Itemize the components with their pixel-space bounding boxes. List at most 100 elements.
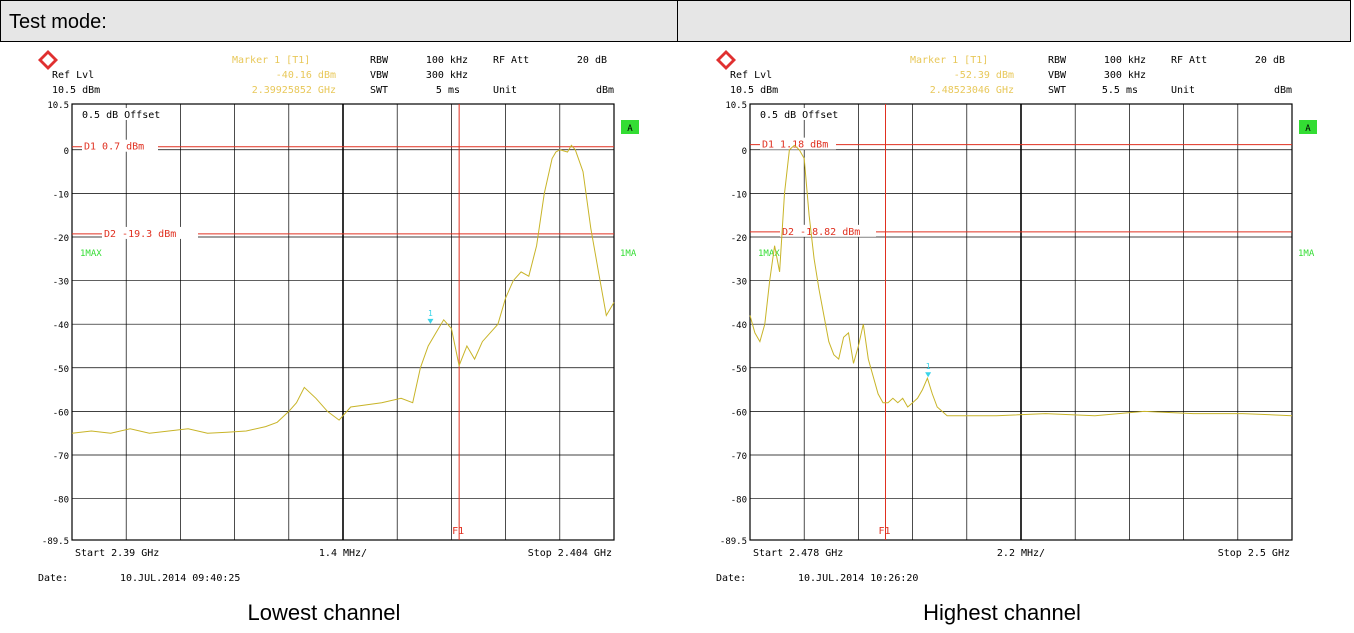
- unit-value: dBm: [1274, 85, 1292, 96]
- swt-label: SWT: [370, 85, 388, 96]
- y-tick-label: -10: [53, 190, 69, 200]
- y-tick-label: -20: [53, 234, 69, 244]
- caption-lowest-channel: Lowest channel: [247, 600, 401, 625]
- y-tick-label: -89.5: [720, 537, 747, 547]
- marker-1-label: 1: [428, 309, 433, 318]
- trace-label-left: 1MAX: [80, 249, 102, 259]
- rbw-value: 100 kHz: [426, 55, 468, 66]
- caption-highest-channel: Highest channel: [923, 600, 1081, 625]
- status-a-label: A: [627, 124, 633, 134]
- y-tick-label: 0: [742, 147, 747, 157]
- marker-1: [925, 372, 932, 378]
- d2-label-bg: [102, 226, 198, 239]
- y-tick-label: -10: [731, 190, 747, 200]
- d1-label-bg: [760, 137, 836, 150]
- f1-label: F1: [879, 526, 891, 537]
- test-mode-cell: Test mode:: [1, 1, 678, 41]
- y-tick-label: -40: [731, 321, 747, 331]
- rs-logo-inner: [720, 54, 732, 66]
- offset-bg: [758, 108, 836, 120]
- unit-label: Unit: [1171, 85, 1195, 96]
- marker-title: Marker 1 [T1]: [910, 55, 988, 66]
- stop-frequency: Stop 2.404 GHz: [528, 548, 612, 559]
- test-mode-label: Test mode:: [9, 11, 107, 33]
- spectrum-trace: [749, 144, 1293, 417]
- offset-label: 0.5 dB Offset: [760, 110, 838, 121]
- d2-label: D2 -18.82 dBm: [782, 227, 860, 238]
- status-a-box: [1299, 120, 1317, 134]
- ref-level-label: Ref Lvl: [52, 70, 94, 81]
- spectrum-panel-lowest: Ref Lvl 10.5 dBm Marker 1 [T1] -40.16 dBm 2.…: [0, 44, 660, 589]
- marker-level: -52.39 dBm: [954, 70, 1014, 81]
- date-label: Date:: [38, 573, 68, 584]
- rs-logo: [716, 50, 736, 70]
- y-tick-label: -60: [53, 408, 69, 418]
- y-tick-label: -80: [731, 496, 747, 506]
- marker-title: Marker 1 [T1]: [232, 55, 310, 66]
- marker-frequency: 2.48523046 GHz: [930, 85, 1014, 96]
- vbw-value: 300 kHz: [426, 70, 468, 81]
- spectrum-svg: Ref Lvl 10.5 dBm Marker 1 [T1] -40.16 dBm 2.…: [38, 50, 639, 584]
- ref-level-value: 10.5 dBm: [52, 85, 100, 96]
- rs-logo-inner: [42, 54, 54, 66]
- offset-label: 0.5 dB Offset: [82, 110, 160, 121]
- d1-label-bg: [82, 139, 158, 152]
- status-a-box: [621, 120, 639, 134]
- marker-1: [427, 318, 434, 324]
- swt-value: 5 ms: [436, 85, 460, 96]
- rf-att-label: RF Att: [493, 55, 529, 66]
- f1-label: F1: [452, 526, 464, 537]
- y-tick-label: -50: [53, 365, 69, 375]
- start-frequency: Start 2.478 GHz: [753, 548, 843, 559]
- plot-frame: [749, 103, 1293, 541]
- offset-bg: [80, 108, 158, 120]
- status-a-label: A: [1305, 124, 1311, 134]
- vbw-label: VBW: [370, 70, 389, 81]
- d1-label: D1 0.7 dBm: [84, 142, 144, 153]
- y-tick-label: -50: [731, 365, 747, 375]
- swt-label: SWT: [1048, 85, 1066, 96]
- rbw-label: RBW: [1048, 55, 1067, 66]
- span-per-division: 2.2 MHz/: [997, 548, 1045, 559]
- vbw-value: 300 kHz: [1104, 70, 1146, 81]
- spectrum-panel-highest: Ref Lvl 10.5 dBm Marker 1 [T1] -52.39 dBm 2.…: [678, 44, 1338, 589]
- rf-att-label: RF Att: [1171, 55, 1207, 66]
- unit-label: Unit: [493, 85, 517, 96]
- marker-frequency: 2.39925852 GHz: [252, 85, 336, 96]
- y-tick-label: 10.5: [47, 101, 69, 111]
- trace-label-right: 1MA: [620, 249, 637, 259]
- trace-label-right: 1MA: [1298, 249, 1315, 259]
- ref-level-label: Ref Lvl: [730, 70, 772, 81]
- test-mode-header: Test mode:: [0, 0, 1351, 42]
- y-tick-label: -70: [731, 452, 747, 462]
- spectrum-svg: Ref Lvl 10.5 dBm Marker 1 [T1] -52.39 dBm 2.…: [716, 50, 1317, 584]
- y-tick-label: 0: [64, 147, 69, 157]
- rs-logo: [38, 50, 58, 70]
- start-frequency: Start 2.39 GHz: [75, 548, 159, 559]
- rf-att-value: 20 dB: [577, 55, 607, 66]
- spectrum-trace: [71, 144, 615, 434]
- y-tick-label: -80: [53, 496, 69, 506]
- marker-level: -40.16 dBm: [276, 70, 336, 81]
- marker-1-label: 1: [926, 362, 931, 371]
- y-tick-label: -89.5: [42, 537, 69, 547]
- y-tick-label: -70: [53, 452, 69, 462]
- date-value: 10.JUL.2014 09:40:25: [120, 573, 240, 584]
- date-label: Date:: [716, 573, 746, 584]
- y-tick-label: -30: [731, 278, 747, 288]
- stop-frequency: Stop 2.5 GHz: [1218, 548, 1290, 559]
- d2-label-bg: [780, 224, 876, 237]
- span-per-division: 1.4 MHz/: [319, 548, 367, 559]
- y-tick-label: -40: [53, 321, 69, 331]
- ref-level-value: 10.5 dBm: [730, 85, 778, 96]
- y-tick-label: -60: [731, 408, 747, 418]
- date-value: 10.JUL.2014 10:26:20: [798, 573, 918, 584]
- rbw-label: RBW: [370, 55, 389, 66]
- vbw-label: VBW: [1048, 70, 1067, 81]
- d1-label: D1 1.18 dBm: [762, 140, 828, 151]
- grid: [71, 103, 615, 541]
- d2-label: D2 -19.3 dBm: [104, 229, 176, 240]
- y-tick-label: -20: [731, 234, 747, 244]
- y-tick-label: 10.5: [725, 101, 747, 111]
- unit-value: dBm: [596, 85, 614, 96]
